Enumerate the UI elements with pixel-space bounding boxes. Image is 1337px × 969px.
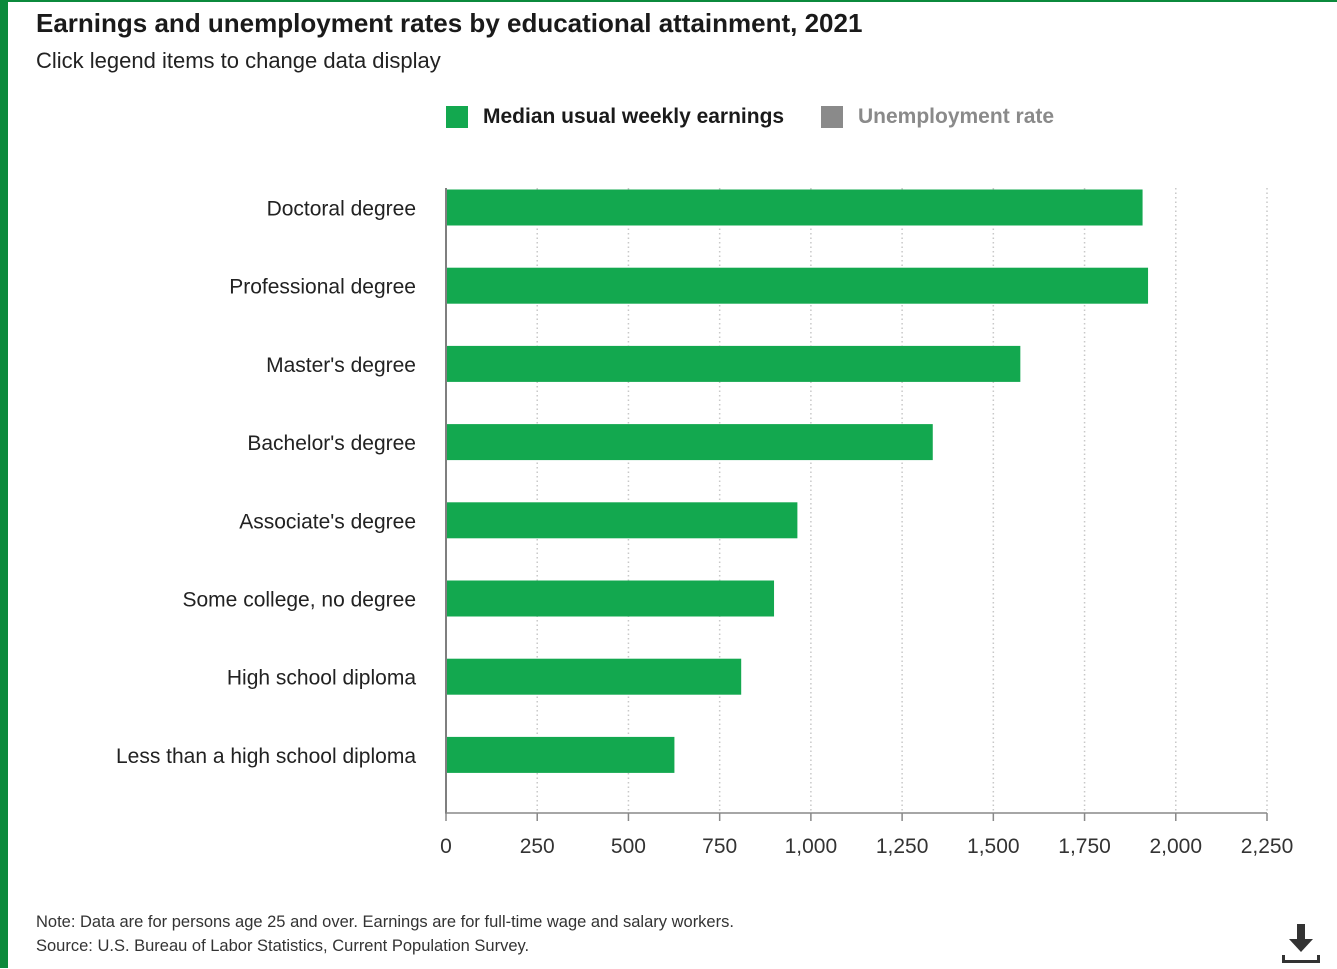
x-tick-label: 1,750 bbox=[1058, 835, 1111, 858]
x-tick-label: 1,500 bbox=[967, 835, 1020, 858]
x-tick-label: 500 bbox=[611, 835, 646, 858]
download-icon bbox=[1282, 924, 1320, 963]
legend-label-unemployment: Unemployment rate bbox=[858, 105, 1055, 128]
category-label: Less than a high school diploma bbox=[116, 745, 416, 768]
bar bbox=[447, 189, 1143, 226]
source-text: Source: U.S. Bureau of Labor Statistics,… bbox=[36, 937, 530, 955]
legend-swatch-unemployment bbox=[821, 106, 843, 128]
x-tick-label: 2,000 bbox=[1149, 835, 1202, 858]
category-label: High school diploma bbox=[227, 667, 416, 690]
category-label: Doctoral degree bbox=[267, 198, 416, 221]
bar bbox=[447, 580, 775, 617]
note-text: Note: Data are for persons age 25 and ov… bbox=[36, 913, 734, 931]
chart-title: Earnings and unemployment rates by educa… bbox=[36, 8, 863, 38]
frame-left-border bbox=[0, 0, 8, 968]
frame-top-border bbox=[0, 0, 1337, 2]
bar bbox=[447, 736, 675, 773]
legend-label-earnings: Median usual weekly earnings bbox=[483, 105, 785, 128]
x-tick-label: 1,000 bbox=[785, 835, 838, 858]
bar bbox=[447, 267, 1149, 304]
x-tick-label: 1,250 bbox=[876, 835, 929, 858]
legend-item-earnings[interactable]: Median usual weekly earnings bbox=[446, 102, 784, 132]
category-label: Professional degree bbox=[229, 276, 416, 299]
category-label: Some college, no degree bbox=[183, 589, 417, 612]
legend-item-unemployment[interactable]: Unemployment rate bbox=[821, 102, 1054, 132]
chart-subtitle: Click legend items to change data displa… bbox=[36, 48, 441, 73]
category-label: Bachelor's degree bbox=[247, 432, 416, 455]
x-tick-label: 0 bbox=[440, 835, 452, 858]
x-tick-label: 250 bbox=[520, 835, 555, 858]
legend-swatch-earnings bbox=[446, 106, 468, 128]
x-tick-label: 2,250 bbox=[1241, 835, 1294, 858]
download-button[interactable] bbox=[1280, 922, 1322, 964]
bar bbox=[447, 345, 1021, 382]
bar bbox=[447, 502, 798, 539]
category-label: Associate's degree bbox=[239, 510, 416, 533]
category-label: Master's degree bbox=[266, 354, 416, 377]
bar bbox=[447, 658, 742, 695]
x-tick-label: 750 bbox=[702, 835, 737, 858]
chart-notes: Note: Data are for persons age 25 and ov… bbox=[36, 910, 734, 958]
bar bbox=[447, 424, 933, 461]
